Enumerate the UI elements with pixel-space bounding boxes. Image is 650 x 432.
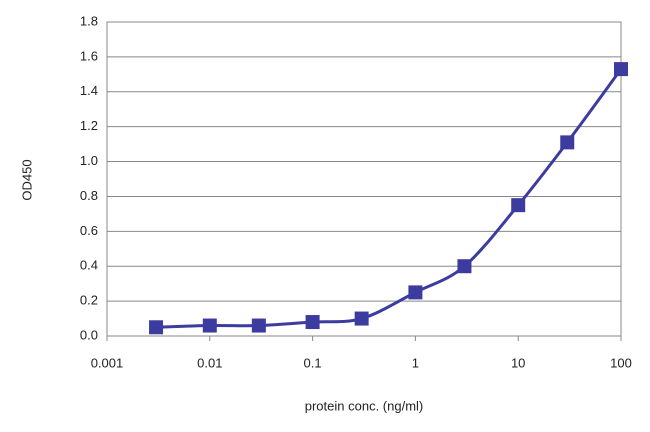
y-tick-label: 0.6 <box>80 223 98 238</box>
x-axis-label: protein conc. (ng/ml) <box>305 398 424 413</box>
x-tick-label: 10 <box>511 355 525 370</box>
y-tick-label: 1.8 <box>80 13 98 28</box>
y-axis-label: OD450 <box>19 159 34 200</box>
y-tick-label: 0.2 <box>80 293 98 308</box>
y-tick-label: 0.8 <box>80 188 98 203</box>
data-point <box>202 318 217 333</box>
data-point <box>149 320 164 335</box>
x-tick-label: 0.01 <box>197 355 222 370</box>
data-point <box>305 315 320 330</box>
y-tick-label: 0.0 <box>80 327 98 342</box>
data-line <box>155 68 623 329</box>
data-point <box>560 135 575 150</box>
x-tick-label: 0.1 <box>304 355 322 370</box>
y-tick-label: 1.0 <box>80 153 98 168</box>
x-tick-label: 1 <box>412 355 419 370</box>
y-tick-label: 1.4 <box>80 83 98 98</box>
y-tick-label: 1.6 <box>80 48 98 63</box>
data-point <box>511 198 526 213</box>
data-point <box>408 285 423 300</box>
data-point <box>614 62 628 77</box>
x-tick-label: 100 <box>610 355 632 370</box>
y-tick-label: 0.4 <box>80 258 98 273</box>
data-point <box>354 311 369 326</box>
x-tick-label: 0.001 <box>91 355 124 370</box>
data-point <box>251 318 266 333</box>
y-tick-label: 1.2 <box>80 118 98 133</box>
plot-border <box>106 21 622 337</box>
data-point <box>457 259 472 274</box>
